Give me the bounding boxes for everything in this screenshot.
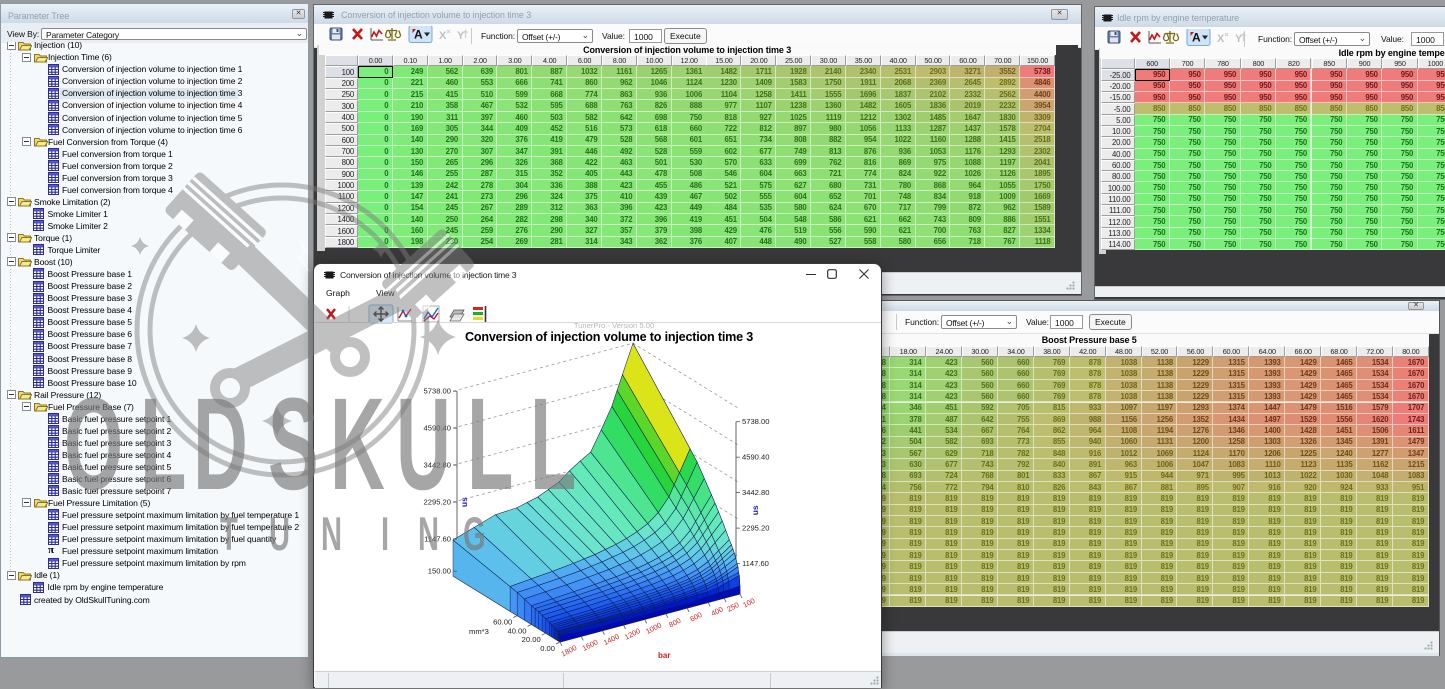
svg-text:400: 400 xyxy=(710,604,725,618)
svg-text:60.00: 60.00 xyxy=(493,618,512,627)
svg-text:3442.80: 3442.80 xyxy=(742,488,769,497)
svg-text:X: X xyxy=(1217,33,1225,45)
svg-text:1200: 1200 xyxy=(623,626,642,641)
svg-text:X: X xyxy=(439,30,447,42)
svg-text:2295.20: 2295.20 xyxy=(742,524,769,533)
svg-text:bar: bar xyxy=(658,651,670,660)
svg-text:5738.00: 5738.00 xyxy=(742,417,769,426)
svg-text:100: 100 xyxy=(741,596,756,610)
svg-text:5738.00: 5738.00 xyxy=(424,387,451,396)
svg-text:20.00: 20.00 xyxy=(522,635,541,644)
svg-text:40.00: 40.00 xyxy=(507,626,526,635)
svg-text:600: 600 xyxy=(688,610,703,624)
svg-text:mm*3: mm*3 xyxy=(469,627,489,636)
svg-text:1000: 1000 xyxy=(644,620,663,635)
svg-text:1147.60: 1147.60 xyxy=(742,559,769,568)
svg-text:150.00: 150.00 xyxy=(428,567,451,576)
svg-text:250: 250 xyxy=(725,600,740,614)
svg-text:1400: 1400 xyxy=(602,632,621,647)
svg-text:800: 800 xyxy=(667,616,682,630)
svg-text:4590.40: 4590.40 xyxy=(742,453,769,462)
svg-text:2295.20: 2295.20 xyxy=(424,498,451,507)
svg-text:0.00: 0.00 xyxy=(540,644,555,653)
svg-text:us: us xyxy=(750,505,760,515)
svg-text:1147.60: 1147.60 xyxy=(424,535,451,544)
svg-text:4590.40: 4590.40 xyxy=(424,424,451,433)
svg-text:1800: 1800 xyxy=(559,643,578,658)
svg-text:1600: 1600 xyxy=(581,637,600,652)
svg-text:us: us xyxy=(459,497,469,507)
svg-text:3442.80: 3442.80 xyxy=(424,461,451,470)
